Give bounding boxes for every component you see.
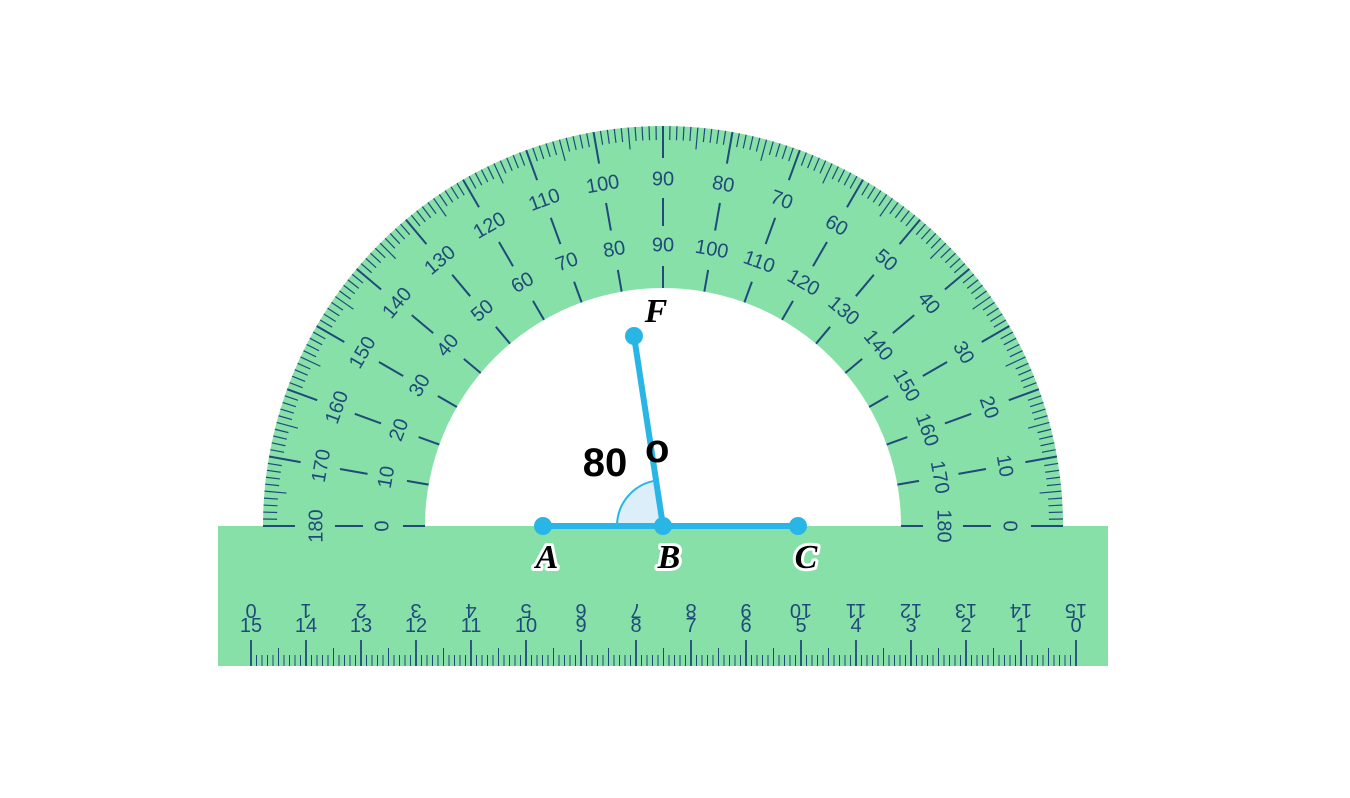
point-label-c: C [795, 539, 818, 576]
ruler-label-top: 9 [740, 599, 751, 621]
inner-scale-label: 90 [652, 234, 674, 256]
ruler-label-top: 0 [245, 599, 256, 621]
outer-scale-label: 90 [652, 168, 674, 190]
point-label-b: B [657, 539, 681, 576]
ruler-label-top: 1 [300, 599, 311, 621]
svg-text:80: 80 [583, 441, 628, 485]
inner-scale-label: 10 [374, 464, 400, 490]
ruler-label-top: 4 [465, 599, 476, 621]
outer-scale-label: 80 [710, 172, 736, 198]
point-label-a: A [534, 539, 559, 576]
outer-scale-label: 180 [305, 509, 327, 542]
svg-text:o: o [645, 427, 669, 471]
outer-scale-label: 0 [999, 520, 1021, 531]
ruler-label-top: 5 [520, 599, 531, 621]
point-c [789, 517, 807, 535]
outer-scale-label: 10 [992, 453, 1018, 479]
inner-scale-label: 80 [601, 237, 627, 263]
protractor-diagram: 1801701601501401301201101009080706050403… [0, 0, 1350, 798]
ruler-label-top: 3 [410, 599, 421, 621]
point-a [534, 517, 552, 535]
ruler-label-top: 8 [685, 599, 696, 621]
ruler-label-top: 11 [846, 599, 867, 621]
ruler-label-top: 14 [1010, 599, 1032, 621]
ruler-label-top: 15 [1065, 599, 1087, 621]
inner-scale-label: 180 [933, 509, 955, 542]
point-f [625, 327, 643, 345]
point-label-f: F [644, 293, 668, 330]
ruler-label-top: 12 [900, 599, 922, 621]
ruler-label-top: 13 [955, 599, 977, 621]
inner-scale-label: 0 [371, 520, 393, 531]
ruler-label-top: 2 [355, 599, 366, 621]
ruler-label-top: 7 [630, 599, 641, 621]
ruler-label-top: 10 [790, 599, 812, 621]
point-b [654, 517, 672, 535]
ruler-label-top: 6 [575, 599, 586, 621]
